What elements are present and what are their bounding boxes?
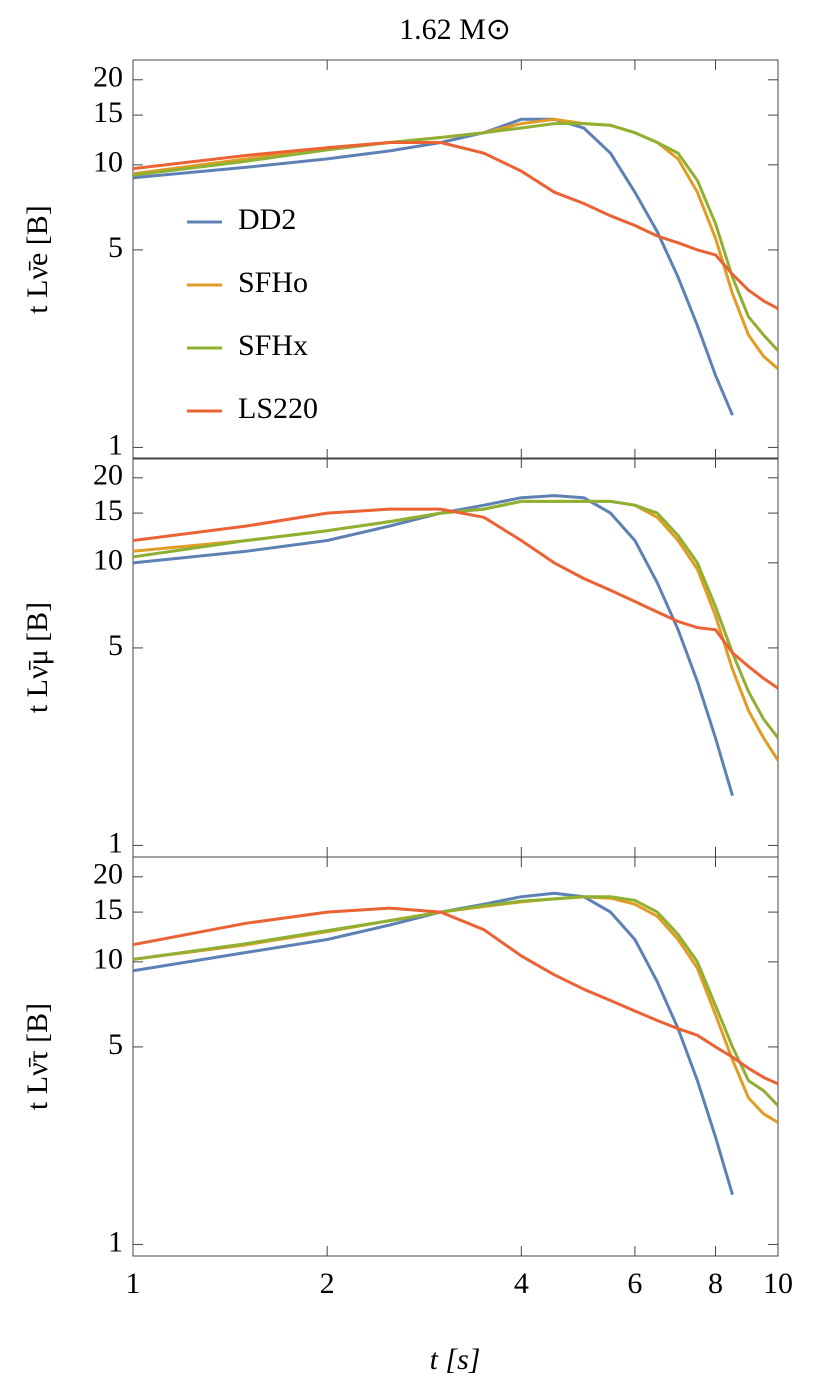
y-axis-label: t Lν̄τ [B] xyxy=(21,1003,54,1110)
y-tick-label: 1 xyxy=(108,428,123,461)
y-tick-label: 10 xyxy=(93,146,123,179)
y-tick-label: 5 xyxy=(108,1028,123,1061)
series-line xyxy=(133,141,778,310)
legend-label: SFHo xyxy=(238,266,308,299)
y-tick-label: 5 xyxy=(108,231,123,264)
plot-frame xyxy=(132,457,779,858)
legend-label: LS220 xyxy=(238,392,318,425)
plot-frame xyxy=(132,856,779,1257)
y-axis-label: t Lν̄μ [B] xyxy=(21,602,54,713)
y-tick-label: 20 xyxy=(93,858,123,891)
series-line xyxy=(133,906,778,1086)
series-line xyxy=(133,494,734,797)
series-line xyxy=(133,507,778,690)
series-line xyxy=(133,895,778,1124)
legend-label: SFHx xyxy=(238,329,308,362)
x-axis-label: t [s] xyxy=(430,1343,481,1376)
y-tick-label: 5 xyxy=(108,629,123,662)
y-tick-label: 10 xyxy=(93,943,123,976)
series-line xyxy=(133,891,734,1196)
x-tick-label: 8 xyxy=(708,1267,723,1300)
y-tick-label: 10 xyxy=(93,544,123,577)
x-tick-label: 1 xyxy=(126,1267,141,1300)
plot-frame xyxy=(132,59,779,460)
y-tick-label: 15 xyxy=(93,494,123,527)
x-tick-label: 10 xyxy=(763,1267,793,1300)
y-tick-label: 1 xyxy=(108,826,123,859)
series-line xyxy=(133,499,778,739)
chart-title: 1.62 M⊙ xyxy=(399,13,511,46)
x-tick-label: 6 xyxy=(627,1267,642,1300)
y-tick-label: 20 xyxy=(93,61,123,94)
series-line xyxy=(133,895,778,1107)
y-tick-label: 1 xyxy=(108,1225,123,1258)
y-axis-label: t Lν̄e [B] xyxy=(21,205,54,314)
y-tick-label: 20 xyxy=(93,459,123,492)
x-tick-label: 4 xyxy=(514,1267,529,1300)
x-tick-label: 2 xyxy=(320,1267,335,1300)
y-tick-label: 15 xyxy=(93,96,123,129)
y-tick-label: 15 xyxy=(93,893,123,926)
legend-label: DD2 xyxy=(238,203,296,236)
